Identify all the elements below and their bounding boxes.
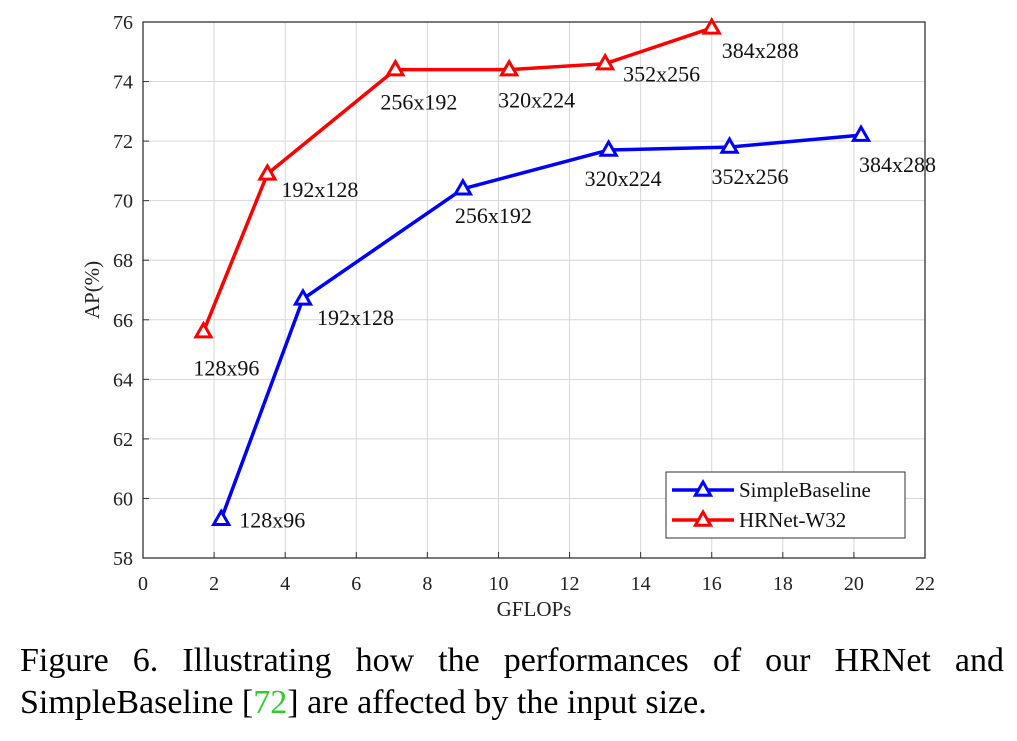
data-label: 192x128 xyxy=(281,177,358,202)
data-label: 352x256 xyxy=(623,62,700,87)
caption-text-start: Figure 6. Illustrating how the performan… xyxy=(20,642,1004,721)
plot-frame xyxy=(142,21,926,559)
y-tick-label: 66 xyxy=(113,310,133,332)
y-tick-label: 62 xyxy=(113,429,133,451)
x-tick-label: 12 xyxy=(560,573,580,595)
data-label: 256x192 xyxy=(380,90,457,115)
x-tick-label: 2 xyxy=(209,573,219,595)
x-tick-label: 16 xyxy=(702,573,722,595)
series-line xyxy=(219,133,862,520)
data-point-marker xyxy=(850,124,872,142)
x-tick-label: 4 xyxy=(280,573,290,595)
legend-item: HRNet-W32 xyxy=(672,508,846,532)
data-point-marker xyxy=(257,162,278,181)
data-label: 128x96 xyxy=(239,507,305,532)
x-tick-label: 0 xyxy=(138,573,148,595)
y-tick-label: 68 xyxy=(113,250,133,272)
legend-box xyxy=(665,471,906,539)
y-tick-label: 60 xyxy=(113,488,133,510)
legend: SimpleBaseline HRNet-W32 xyxy=(665,471,906,539)
series-line xyxy=(201,26,713,333)
data-label: 320x224 xyxy=(585,166,662,191)
x-tick-label: 8 xyxy=(422,573,432,595)
y-tick-label: 72 xyxy=(113,131,133,153)
line-chart: 0 2 4 6 8 10 12 14 16 18 20 2258606264666870727476 … xyxy=(80,12,936,621)
data-point-marker xyxy=(452,177,474,196)
data-label: 384x288 xyxy=(859,152,936,177)
citation-link[interactable]: 72 xyxy=(253,684,288,721)
data-label: 320x224 xyxy=(498,88,575,113)
data-label: 352x256 xyxy=(712,164,789,189)
legend-label: HRNet-W32 xyxy=(739,508,846,532)
x-tick-label: 22 xyxy=(915,573,935,595)
data-point-marker xyxy=(498,58,520,77)
data-point-marker xyxy=(598,139,619,157)
data-point-marker xyxy=(719,136,740,154)
data-point-marker xyxy=(701,16,722,35)
data-label: 192x128 xyxy=(317,305,394,330)
data-point-marker xyxy=(211,508,232,526)
data-point-marker xyxy=(193,320,214,339)
data-point-marker xyxy=(385,58,406,77)
y-tick-label: 70 xyxy=(113,191,133,213)
data-label: 256x192 xyxy=(455,203,532,228)
series-hrnet-w32: 128x96 192x128 256x192 320x224 352x256 384x28… xyxy=(193,16,799,381)
data-label: 128x96 xyxy=(193,356,259,381)
x-tick-label: 10 xyxy=(488,573,508,595)
x-tick-label: 20 xyxy=(844,573,864,595)
legend-label: SimpleBaseline xyxy=(739,478,871,502)
legend-marker xyxy=(692,478,714,497)
data-point-marker xyxy=(292,287,314,306)
x-tick-label: 14 xyxy=(631,573,651,595)
series-group: 128x96 192x128 256x192 320x224 352x256 384x28… xyxy=(193,16,936,532)
y-tick-label: 74 xyxy=(113,72,133,94)
x-axis-label: GFLOPs xyxy=(497,597,572,621)
data-label: 384x288 xyxy=(722,38,799,63)
y-tick-label: 76 xyxy=(113,12,133,34)
x-tick-label: 18 xyxy=(773,573,793,595)
x-tick-label: 6 xyxy=(351,573,361,595)
y-axis-label: AP(%) xyxy=(80,261,104,319)
data-point-marker xyxy=(594,52,616,71)
series-simplebaseline: 128x96 192x128 256x192 320x224 352x256 384x28… xyxy=(211,124,936,532)
caption-text-end: ] are affected by the input size. xyxy=(287,684,707,721)
y-tick-label: 58 xyxy=(113,548,133,570)
figure-caption: Figure 6. Illustrating how the performan… xyxy=(20,640,1004,724)
y-tick-label: 64 xyxy=(113,369,133,391)
legend-marker xyxy=(692,508,714,527)
legend-item: SimpleBaseline xyxy=(672,478,871,502)
